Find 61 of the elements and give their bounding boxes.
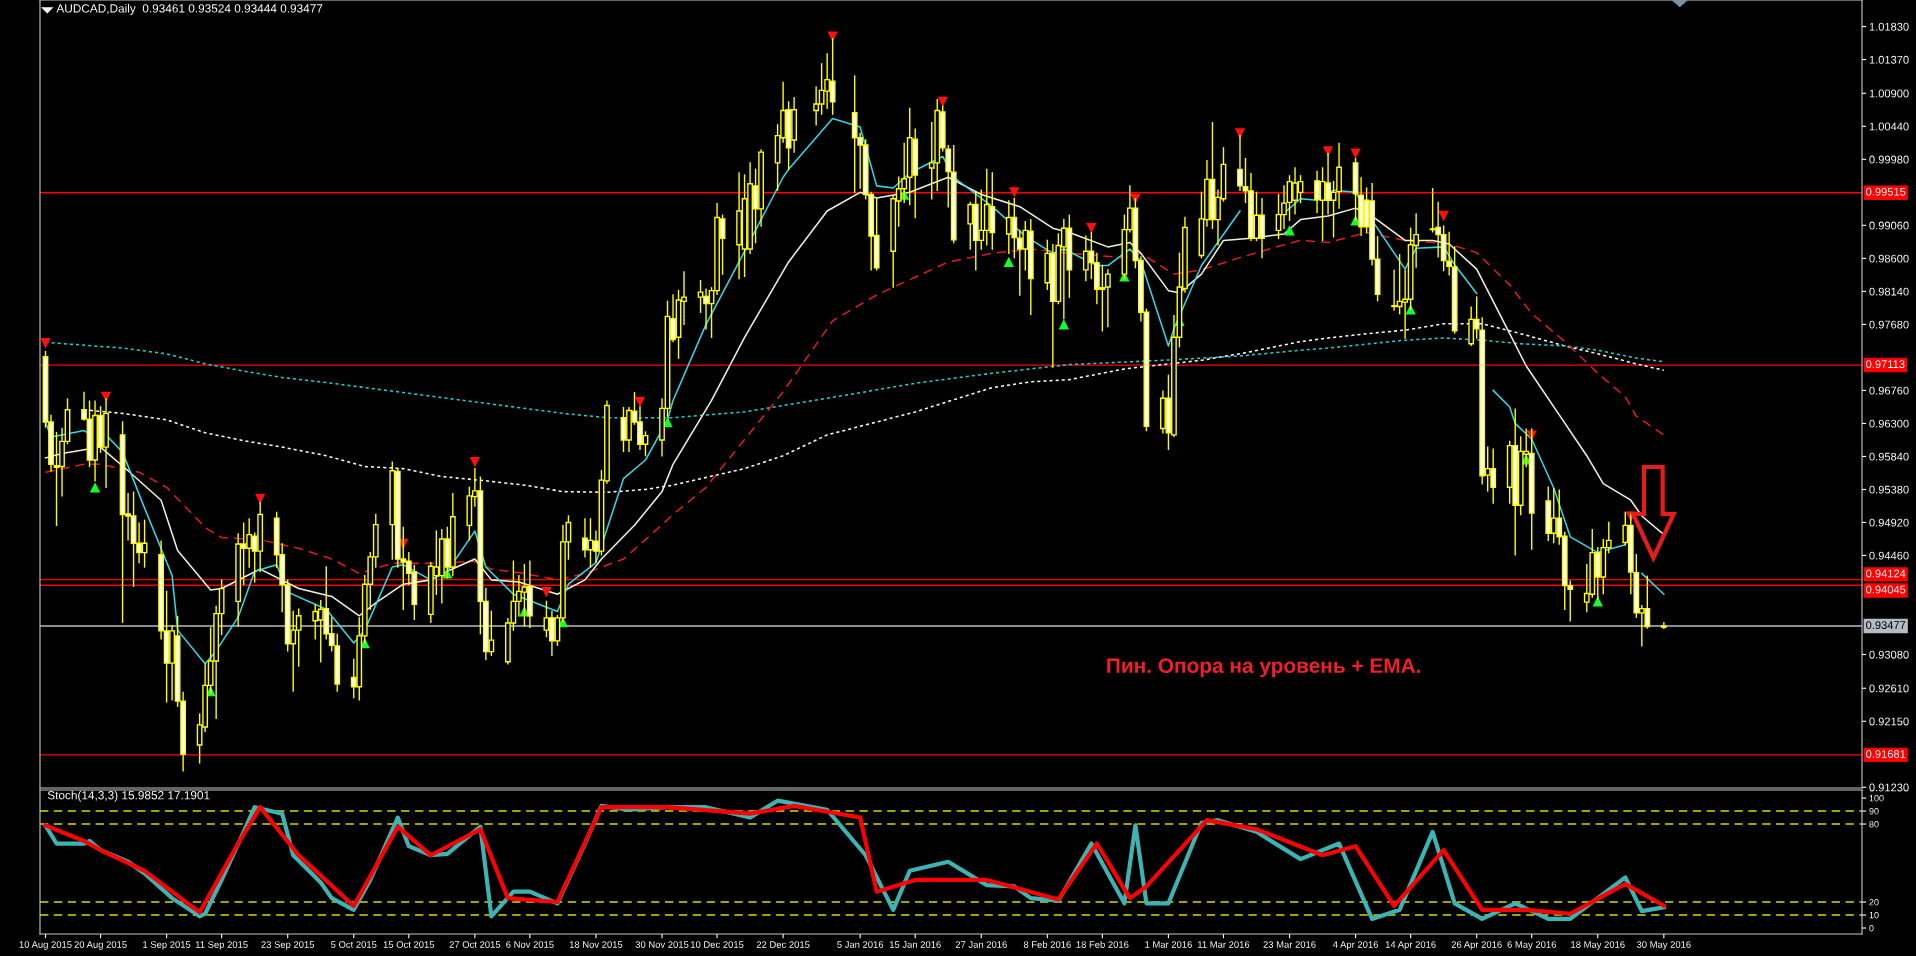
annotation: Пин. Опора на уровень + EMA.: [1107, 658, 1421, 678]
y-tick-label: 80: [1869, 821, 1879, 828]
y-tick-label: 90: [1869, 808, 1879, 815]
x-tick-label: 30 May 2016: [1636, 941, 1691, 950]
x-tick-label: 30 Nov 2015: [635, 941, 689, 948]
y-tick-label: 10: [1869, 911, 1879, 919]
ref-line-label: 0.91681: [1866, 750, 1906, 758]
x-tick-label: 27 Oct 2015: [449, 941, 501, 948]
y-tick-label: 0.95840: [1869, 452, 1909, 461]
y-tick-label: 0.92150: [1869, 717, 1909, 726]
y-tick-label: 0.96300: [1869, 419, 1909, 428]
x-tick-label: 6 Nov 2015: [506, 941, 554, 948]
x-tick-label: 20 Aug 2015: [74, 941, 127, 950]
x-tick-label: 10 Dec 2015: [691, 941, 744, 948]
x-tick-label: 14 Apr 2016: [1385, 941, 1436, 950]
y-tick-label: 0.91230: [1869, 783, 1909, 792]
y-tick-label: 0.97680: [1869, 320, 1909, 329]
x-tick-label: 1 Sep 2015: [143, 941, 191, 950]
y-tick-label: 1.00440: [1869, 122, 1909, 131]
y-tick-label: 0.99980: [1869, 155, 1909, 164]
x-tick-label: 5 Oct 2015: [331, 941, 377, 948]
x-tick-label: 11 Mar 2016: [1198, 941, 1250, 948]
ref-line-label: 0.99515: [1866, 187, 1906, 196]
ref-line-label: 0.94045: [1866, 585, 1906, 594]
x-tick-label: 22 Dec 2015: [756, 941, 810, 948]
y-tick-label: 1.01830: [1869, 22, 1909, 31]
x-tick-label: 15 Oct 2015: [383, 941, 435, 948]
y-tick-label: 0.98140: [1869, 287, 1909, 296]
y-tick-label: 1.00900: [1869, 89, 1909, 98]
ref-line-label: 0.97113: [1866, 360, 1905, 369]
y-tick-label: 20: [1869, 899, 1879, 906]
y-tick-label: 0.96760: [1869, 386, 1909, 395]
y-tick-label: 0.95380: [1869, 485, 1909, 494]
y-tick-label: 0.93080: [1869, 650, 1909, 659]
y-tick-label: 0.98600: [1869, 254, 1909, 263]
chart-title: AUDCAD,Daily 0.93461 0.93524 0.93444 0.93477: [56, 3, 323, 15]
x-tick-label: 8 Feb 2016: [1023, 940, 1071, 948]
x-tick-label: 18 May 2016: [1571, 941, 1625, 950]
ref-line-label: 0.93477: [1866, 621, 1906, 629]
x-tick-label: 23 Mar 2016: [1263, 941, 1316, 948]
y-tick-label: 0.94920: [1869, 518, 1909, 527]
y-tick-label: 100: [1869, 795, 1884, 802]
y-tick-label: 0: [1869, 924, 1874, 932]
x-tick-label: 10 Aug 2015: [19, 941, 72, 950]
x-tick-label: 23 Sep 2015: [261, 941, 315, 950]
x-tick-label: 27 Jan 2016: [955, 941, 1007, 948]
x-tick-label: 11 Sep 2015: [195, 941, 248, 950]
x-tick-label: 4 Apr 2016: [1332, 941, 1379, 950]
x-tick-label: 1 Mar 2016: [1145, 941, 1192, 948]
y-tick-label: 1.01370: [1869, 55, 1909, 64]
y-tick-label: 0.99060: [1869, 221, 1909, 230]
x-tick-label: 6 May 2016: [1507, 941, 1556, 950]
x-tick-label: 5 Jan 2016: [837, 941, 884, 948]
y-tick-label: 0.92610: [1869, 684, 1909, 693]
x-tick-label: 15 Jan 2016: [889, 941, 941, 948]
x-tick-label: 18 Nov 2015: [569, 941, 623, 948]
y-tick-label: 0.94460: [1869, 551, 1909, 560]
x-tick-label: 26 Apr 2016: [1451, 941, 1502, 950]
chart-title: Stoch(14,3,3) 15.9852 17.1901: [47, 790, 210, 802]
x-tick-label: 18 Feb 2016: [1076, 940, 1129, 948]
ref-line-label: 0.94124: [1866, 569, 1906, 578]
